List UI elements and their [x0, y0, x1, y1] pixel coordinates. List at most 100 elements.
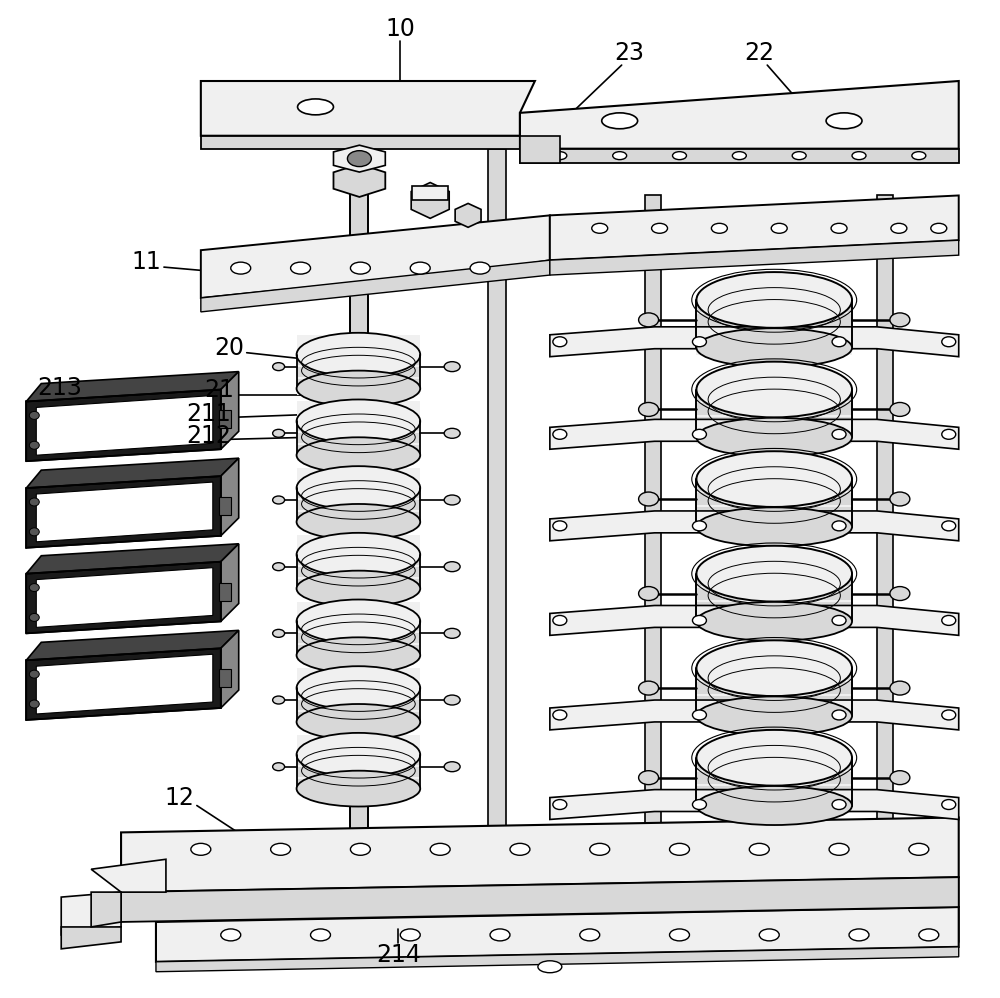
Polygon shape — [411, 183, 449, 219]
Ellipse shape — [852, 152, 866, 160]
Ellipse shape — [297, 600, 420, 644]
Ellipse shape — [696, 546, 852, 602]
Polygon shape — [61, 927, 121, 949]
Ellipse shape — [221, 929, 241, 941]
Ellipse shape — [639, 681, 659, 695]
Polygon shape — [696, 479, 852, 491]
Ellipse shape — [831, 224, 847, 234]
Polygon shape — [919, 877, 959, 947]
Ellipse shape — [553, 336, 567, 346]
Ellipse shape — [613, 152, 627, 160]
Polygon shape — [201, 216, 550, 298]
Ellipse shape — [350, 843, 370, 855]
Polygon shape — [26, 649, 221, 720]
Polygon shape — [696, 757, 852, 812]
Ellipse shape — [29, 700, 39, 708]
Polygon shape — [696, 389, 852, 401]
Ellipse shape — [444, 562, 460, 572]
Polygon shape — [297, 700, 420, 710]
Ellipse shape — [410, 262, 430, 274]
Polygon shape — [550, 606, 959, 636]
Ellipse shape — [639, 313, 659, 326]
Polygon shape — [26, 544, 239, 574]
Ellipse shape — [692, 336, 706, 346]
Polygon shape — [696, 314, 852, 325]
Ellipse shape — [297, 667, 420, 710]
Polygon shape — [333, 145, 385, 172]
Text: 11: 11 — [131, 250, 161, 274]
Ellipse shape — [890, 492, 910, 506]
Ellipse shape — [297, 770, 420, 806]
Ellipse shape — [749, 843, 769, 855]
Polygon shape — [297, 688, 420, 698]
Bar — [219, 410, 231, 428]
Ellipse shape — [890, 402, 910, 416]
Ellipse shape — [696, 786, 852, 825]
Ellipse shape — [444, 428, 460, 438]
Ellipse shape — [890, 681, 910, 695]
Ellipse shape — [696, 418, 852, 457]
Ellipse shape — [273, 762, 285, 770]
Polygon shape — [550, 196, 959, 260]
Ellipse shape — [470, 262, 490, 274]
Ellipse shape — [400, 929, 420, 941]
Ellipse shape — [298, 99, 333, 115]
Ellipse shape — [311, 929, 330, 941]
Polygon shape — [36, 655, 213, 714]
Text: 213: 213 — [37, 375, 82, 399]
Text: 21: 21 — [204, 377, 234, 401]
Text: 212: 212 — [186, 424, 231, 448]
Ellipse shape — [273, 563, 285, 571]
Polygon shape — [550, 326, 959, 356]
Ellipse shape — [692, 616, 706, 626]
Ellipse shape — [29, 498, 39, 506]
Ellipse shape — [673, 152, 686, 160]
Polygon shape — [61, 892, 121, 935]
Polygon shape — [26, 371, 239, 401]
Ellipse shape — [29, 528, 39, 536]
Ellipse shape — [942, 521, 956, 531]
Polygon shape — [297, 512, 420, 522]
Ellipse shape — [909, 843, 929, 855]
Polygon shape — [696, 669, 852, 723]
Ellipse shape — [553, 616, 567, 626]
Ellipse shape — [273, 630, 285, 638]
Polygon shape — [696, 300, 852, 354]
Polygon shape — [297, 754, 420, 764]
Polygon shape — [201, 81, 535, 136]
Polygon shape — [297, 488, 420, 498]
Polygon shape — [696, 682, 852, 694]
Ellipse shape — [273, 696, 285, 704]
Text: 214: 214 — [376, 943, 421, 967]
Ellipse shape — [832, 616, 846, 626]
Polygon shape — [550, 241, 959, 275]
Polygon shape — [297, 334, 420, 394]
Ellipse shape — [692, 710, 706, 720]
Ellipse shape — [942, 799, 956, 809]
Polygon shape — [696, 757, 852, 769]
Ellipse shape — [592, 224, 608, 234]
Polygon shape — [696, 327, 852, 339]
Bar — [219, 583, 231, 601]
Polygon shape — [26, 458, 239, 488]
Ellipse shape — [696, 641, 852, 696]
Ellipse shape — [891, 224, 907, 234]
Polygon shape — [297, 602, 420, 662]
Polygon shape — [696, 389, 852, 444]
Polygon shape — [696, 507, 852, 519]
Ellipse shape — [670, 929, 689, 941]
Ellipse shape — [832, 429, 846, 439]
Ellipse shape — [297, 638, 420, 674]
Ellipse shape — [444, 361, 460, 371]
Polygon shape — [297, 567, 420, 577]
Polygon shape — [221, 544, 239, 622]
Ellipse shape — [553, 799, 567, 809]
Ellipse shape — [553, 521, 567, 531]
Polygon shape — [550, 700, 959, 730]
Polygon shape — [36, 395, 213, 455]
Ellipse shape — [826, 113, 862, 129]
Polygon shape — [297, 766, 420, 776]
Polygon shape — [26, 389, 221, 461]
Ellipse shape — [273, 429, 285, 437]
Ellipse shape — [297, 504, 420, 540]
